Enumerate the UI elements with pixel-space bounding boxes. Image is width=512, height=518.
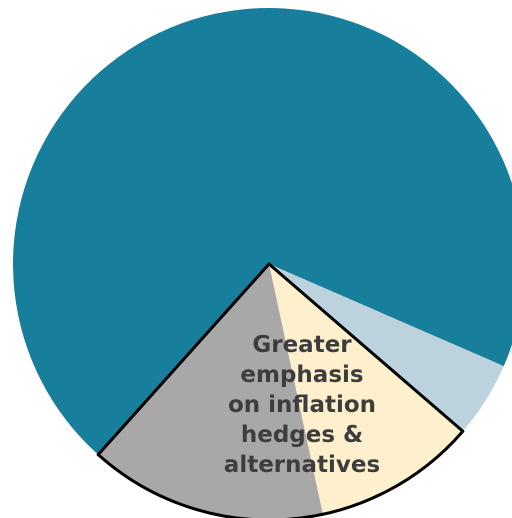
highlight-outline xyxy=(96,262,465,518)
pie-slice-1 xyxy=(13,8,512,455)
pie-slice-2 xyxy=(269,264,504,432)
highlight-label-line: Greater xyxy=(252,332,352,358)
highlight-label-line: hedges & xyxy=(241,422,363,448)
pie-slice-3 xyxy=(269,264,463,515)
pie-slices xyxy=(13,8,512,518)
highlight-label-line: alternatives xyxy=(224,452,380,478)
highlight-label-line: emphasis xyxy=(240,362,363,388)
pie-slice-4 xyxy=(98,264,323,518)
highlight-label: Greater emphasis on inflation hedges & alter… xyxy=(224,332,380,478)
highlight-label-line: on inflation xyxy=(228,392,376,418)
